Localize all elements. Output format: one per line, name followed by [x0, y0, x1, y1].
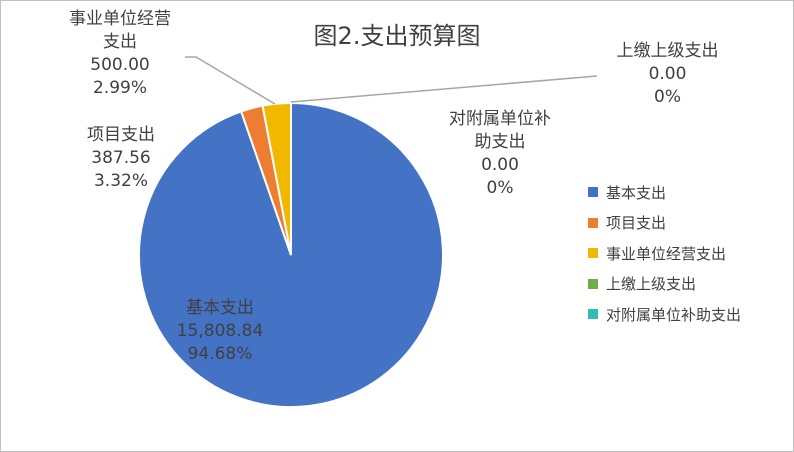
legend-label: 基本支出: [606, 183, 667, 202]
label-name: 对附属单位补: [449, 109, 551, 129]
label-name: 支出: [103, 32, 137, 52]
label-percent: 94.68%: [187, 344, 253, 364]
legend: 基本支出 项目支出 事业单位经营支出 上缴上级支出 对附属单位补助支出: [588, 177, 741, 330]
data-label-project: 项目支出 387.56 3.32%: [66, 124, 176, 193]
data-label-business: 事业单位经营 支出 500.00 2.99%: [45, 8, 195, 100]
label-name: 助支出: [474, 132, 526, 152]
label-name: 事业单位经营: [69, 9, 171, 29]
leader-line-business: [185, 56, 276, 105]
legend-item: 基本支出: [588, 177, 741, 208]
legend-swatch: [588, 217, 598, 228]
label-name: 基本支出: [186, 298, 254, 318]
legend-item: 对附属单位补助支出: [588, 299, 741, 330]
data-label-basic: 基本支出 15,808.84 94.68%: [160, 297, 280, 366]
label-percent: 2.99%: [92, 78, 147, 98]
legend-label: 项目支出: [606, 214, 667, 233]
label-value: 387.56: [91, 148, 151, 168]
label-percent: 3.32%: [93, 171, 148, 191]
legend-item: 事业单位经营支出: [588, 238, 741, 269]
label-value: 15,808.84: [176, 321, 264, 341]
label-value: 0.00: [481, 155, 519, 175]
label-name: 上缴上级支出: [616, 41, 719, 61]
data-label-subsidy: 对附属单位补 助支出 0.00 0%: [430, 108, 570, 200]
label-name: 项目支出: [87, 125, 155, 145]
chart-title: 图2.支出预算图: [313, 22, 481, 50]
leader-line-upper: [290, 75, 598, 103]
legend-label: 对附属单位补助支出: [606, 305, 742, 324]
label-percent: 0%: [654, 87, 681, 107]
legend-swatch: [588, 278, 598, 289]
legend-swatch: [588, 187, 598, 198]
data-label-upper: 上缴上级支出 0.00 0%: [595, 40, 740, 109]
legend-swatch: [588, 248, 598, 259]
legend-item: 项目支出: [588, 208, 741, 239]
legend-swatch: [588, 309, 598, 320]
legend-label: 上缴上级支出: [606, 275, 697, 294]
pie-slice-2: [261, 101, 292, 256]
label-value: 500.00: [90, 55, 150, 75]
legend-item: 上缴上级支出: [588, 269, 741, 300]
legend-label: 事业单位经营支出: [606, 244, 727, 263]
label-value: 0.00: [648, 64, 687, 84]
label-percent: 0%: [486, 178, 514, 198]
